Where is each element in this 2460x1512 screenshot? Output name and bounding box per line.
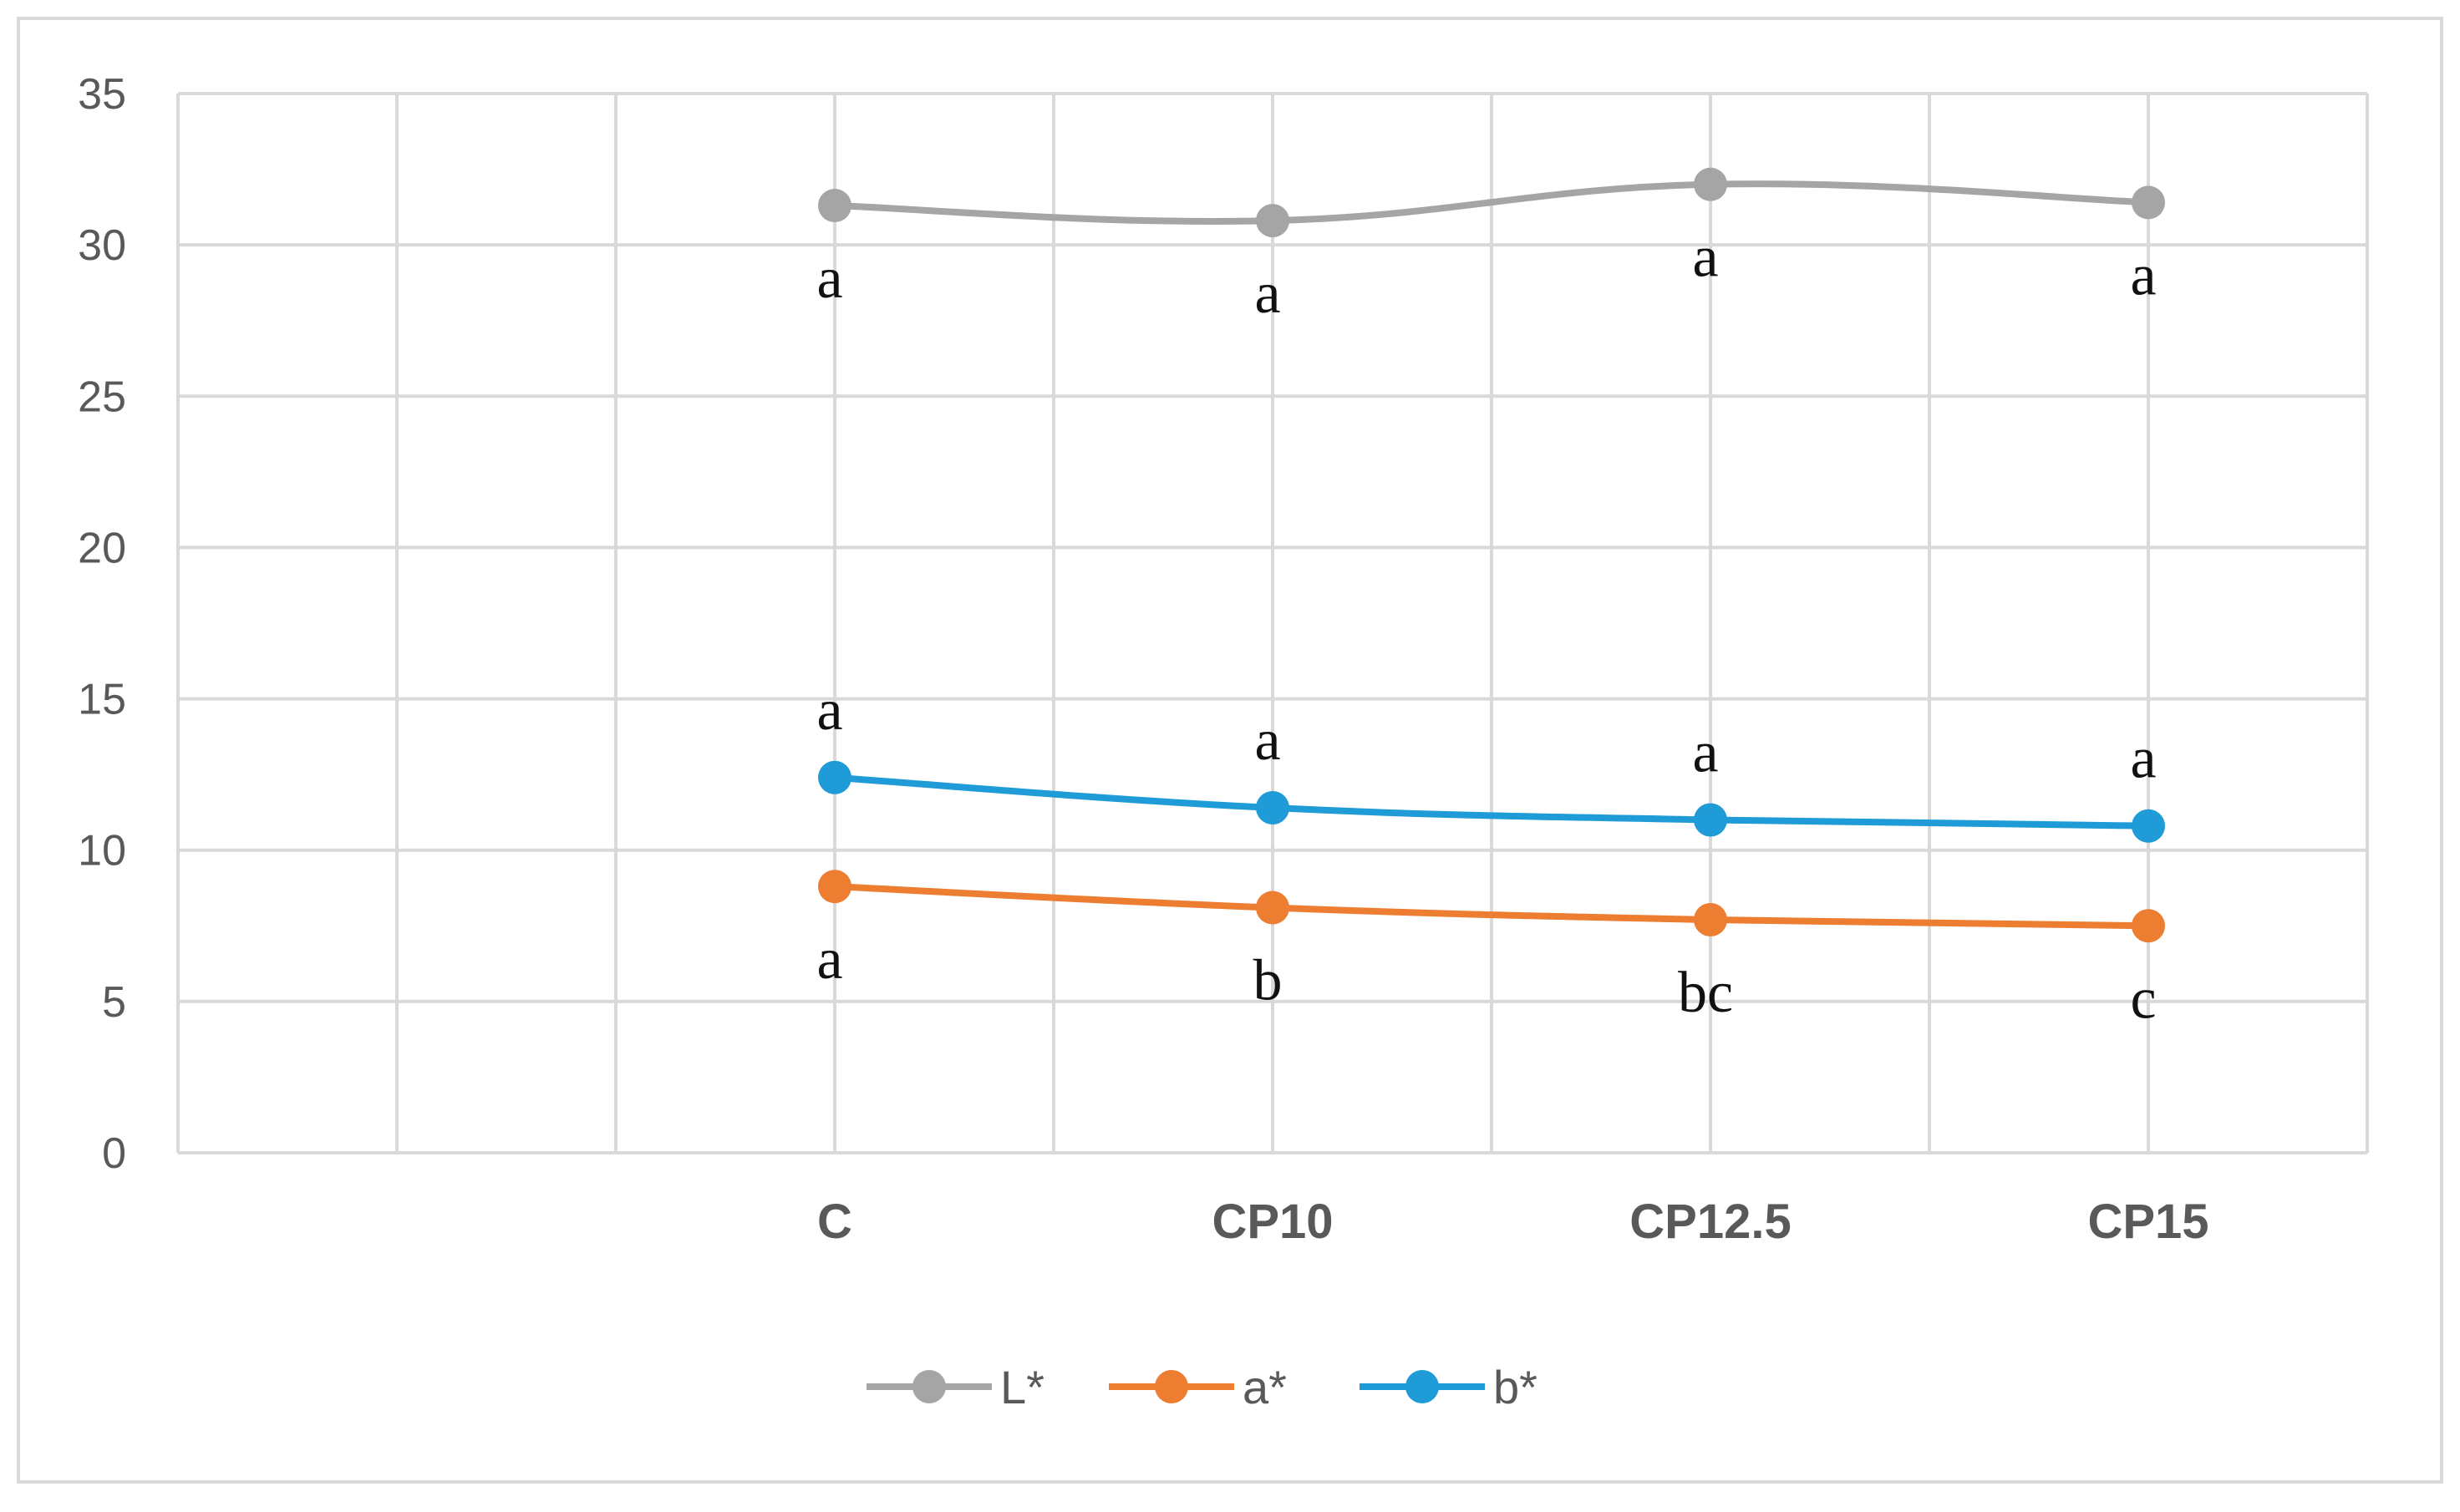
y-tick-label: 20 (78, 524, 126, 572)
data-point-lstar (1694, 167, 1727, 201)
y-tick-label: 35 (78, 70, 126, 119)
chart-border (17, 17, 2443, 1484)
y-tick-label: 25 (78, 373, 126, 421)
data-point-lstar (2132, 185, 2165, 220)
data-point-astar (1694, 903, 1727, 937)
data-point-lstar (818, 189, 851, 223)
significance-label: a (2130, 727, 2156, 791)
legend-marker (1405, 1370, 1439, 1403)
significance-label: a (1254, 261, 1280, 326)
significance-label: a (816, 246, 842, 311)
data-point-bstar (2132, 809, 2165, 843)
significance-label: a (816, 927, 842, 992)
data-point-astar (2132, 909, 2165, 943)
legend-label: a* (1243, 1361, 1287, 1413)
y-tick-label: 30 (78, 221, 126, 270)
x-category-label: CP10 (1212, 1195, 1333, 1249)
x-category-label: CP12.5 (1629, 1195, 1791, 1249)
data-point-astar (818, 870, 851, 904)
legend-marker (1155, 1370, 1188, 1403)
y-tick-label: 15 (78, 676, 126, 724)
legend-label: L* (1000, 1361, 1044, 1413)
y-tick-label: 0 (102, 1129, 126, 1178)
significance-label: a (1692, 720, 1718, 784)
series-line-astar (834, 883, 2149, 930)
significance-label: a (2130, 243, 2156, 307)
significance-label: bc (1678, 961, 1733, 1025)
gridlines (176, 92, 2369, 1154)
y-tick-label: 10 (78, 827, 126, 875)
y-tick-label: 5 (102, 978, 126, 1027)
data-point-bstar (1256, 790, 1289, 824)
data-point-lstar (1256, 204, 1289, 238)
series-line-bstar (834, 774, 2149, 830)
significance-label: a (1692, 226, 1718, 290)
x-category-label: C (817, 1195, 852, 1249)
axes: 0 5 10 15 20 25 30 35 C CP10 CP12.5 CP15 (78, 70, 2208, 1249)
significance-label: b (1253, 949, 1283, 1013)
series-line-lstar (834, 180, 2149, 225)
data-point-bstar (818, 760, 851, 794)
legend-label: b* (1493, 1361, 1538, 1413)
legend-item-astar: a* (1109, 1361, 1287, 1413)
data-point-bstar (1694, 803, 1727, 837)
data-point-astar (1256, 890, 1289, 925)
legend: L* a* b* (867, 1361, 1538, 1413)
series-lines (818, 167, 2165, 943)
significance-label: a (816, 678, 842, 743)
legend-item-bstar: b* (1360, 1361, 1538, 1413)
significance-labels: a a a a a b bc c a a a a (816, 226, 2156, 1032)
significance-label: a (1254, 708, 1280, 773)
legend-item-lstar: L* (867, 1361, 1044, 1413)
significance-label: c (2130, 967, 2156, 1031)
legend-marker (912, 1370, 946, 1403)
x-category-label: CP15 (2087, 1195, 2208, 1249)
